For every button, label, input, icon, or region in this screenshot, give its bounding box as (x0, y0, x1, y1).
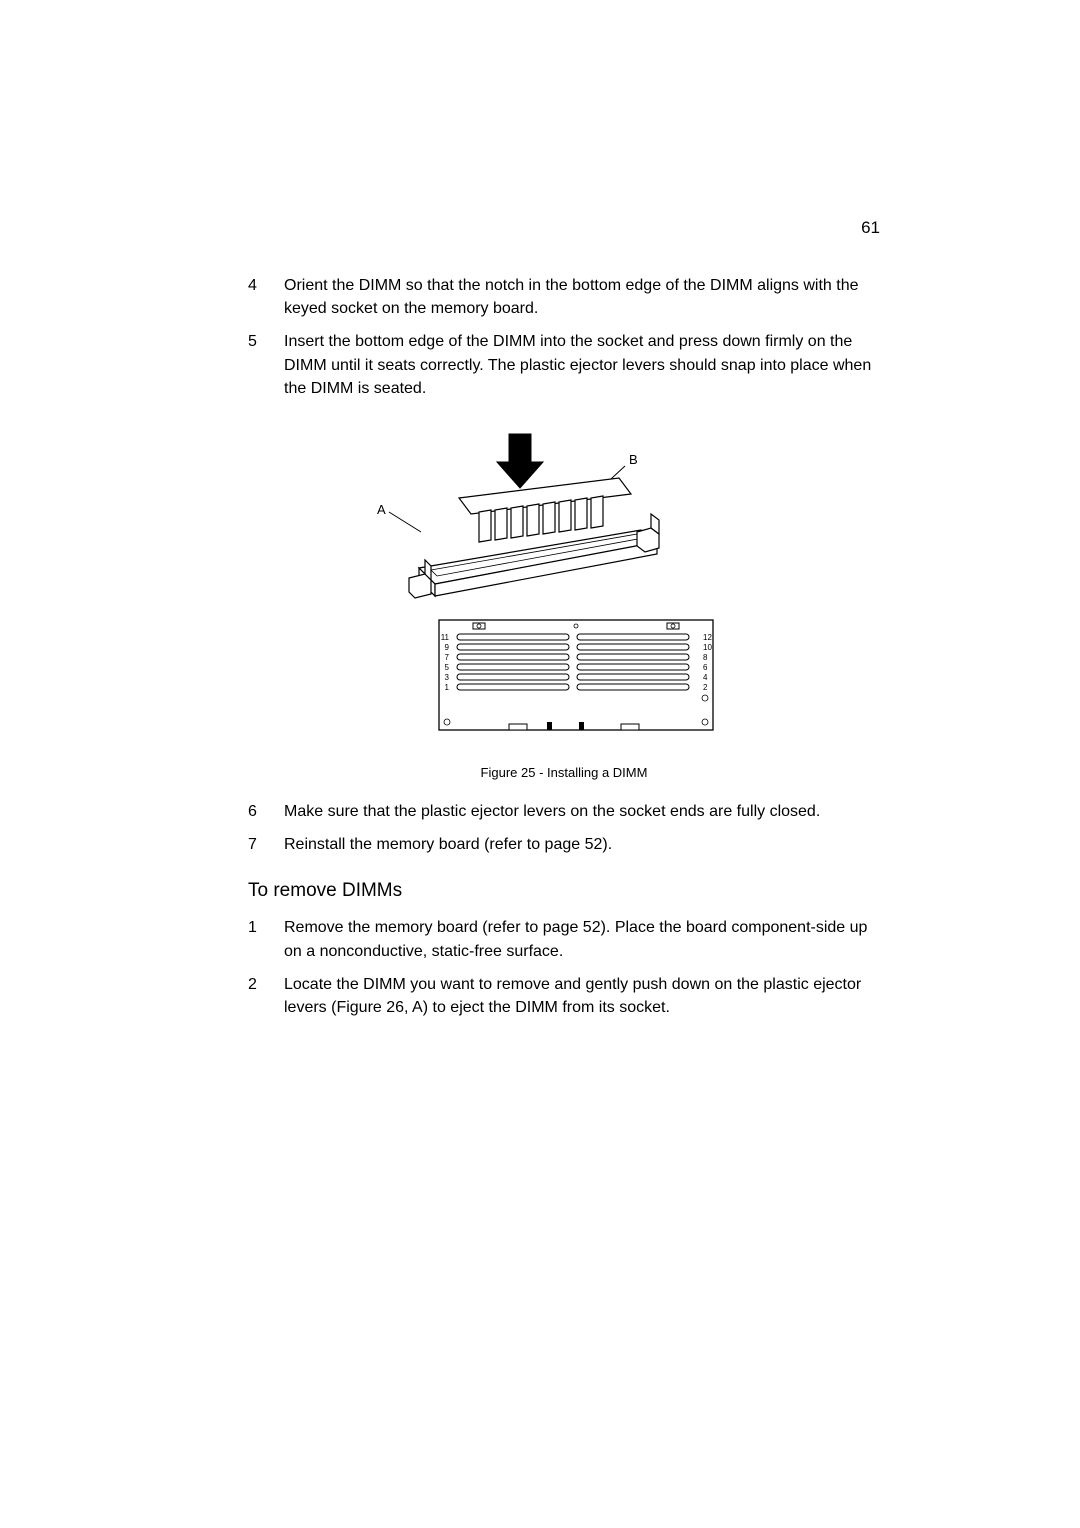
slot-label: 1 (445, 683, 450, 692)
page-number: 61 (861, 218, 880, 238)
step-number: 7 (248, 833, 284, 856)
svg-text:B: B (629, 452, 638, 467)
svg-text:A: A (377, 502, 386, 517)
slot-label: 11 (441, 633, 450, 642)
step-number: 5 (248, 330, 284, 400)
slot-label: 2 (703, 683, 708, 692)
step-number: 6 (248, 800, 284, 823)
subheading-remove-dimms: To remove DIMMs (248, 880, 880, 902)
list-item: 4 Orient the DIMM so that the notch in t… (248, 274, 880, 320)
step-text: Orient the DIMM so that the notch in the… (284, 274, 880, 320)
step-text: Reinstall the memory board (refer to pag… (284, 833, 612, 856)
slot-label: 12 (703, 633, 712, 642)
step-text: Remove the memory board (refer to page 5… (284, 916, 880, 962)
slot-label: 3 (445, 673, 450, 682)
list-item: 7 Reinstall the memory board (refer to p… (248, 833, 880, 856)
list-item: 2 Locate the DIMM you want to remove and… (248, 973, 880, 1019)
figure-caption: Figure 25 - Installing a DIMM (248, 765, 880, 780)
step-number: 2 (248, 973, 284, 1019)
slot-label: 10 (703, 643, 712, 652)
figure-dimm-install: B A (248, 428, 880, 753)
list-item: 1 Remove the memory board (refer to page… (248, 916, 880, 962)
slot-label: 9 (445, 643, 450, 652)
slot-label: 6 (703, 663, 708, 672)
step-text: Insert the bottom edge of the DIMM into … (284, 330, 880, 400)
list-item: 5 Insert the bottom edge of the DIMM int… (248, 330, 880, 400)
slot-label: 4 (703, 673, 708, 682)
slot-label: 8 (703, 653, 708, 662)
slot-label: 5 (445, 663, 450, 672)
step-text: Make sure that the plastic ejector lever… (284, 800, 820, 823)
list-item: 6 Make sure that the plastic ejector lev… (248, 800, 880, 823)
step-number: 1 (248, 916, 284, 962)
slot-label: 7 (445, 653, 450, 662)
step-number: 4 (248, 274, 284, 320)
step-text: Locate the DIMM you want to remove and g… (284, 973, 880, 1019)
